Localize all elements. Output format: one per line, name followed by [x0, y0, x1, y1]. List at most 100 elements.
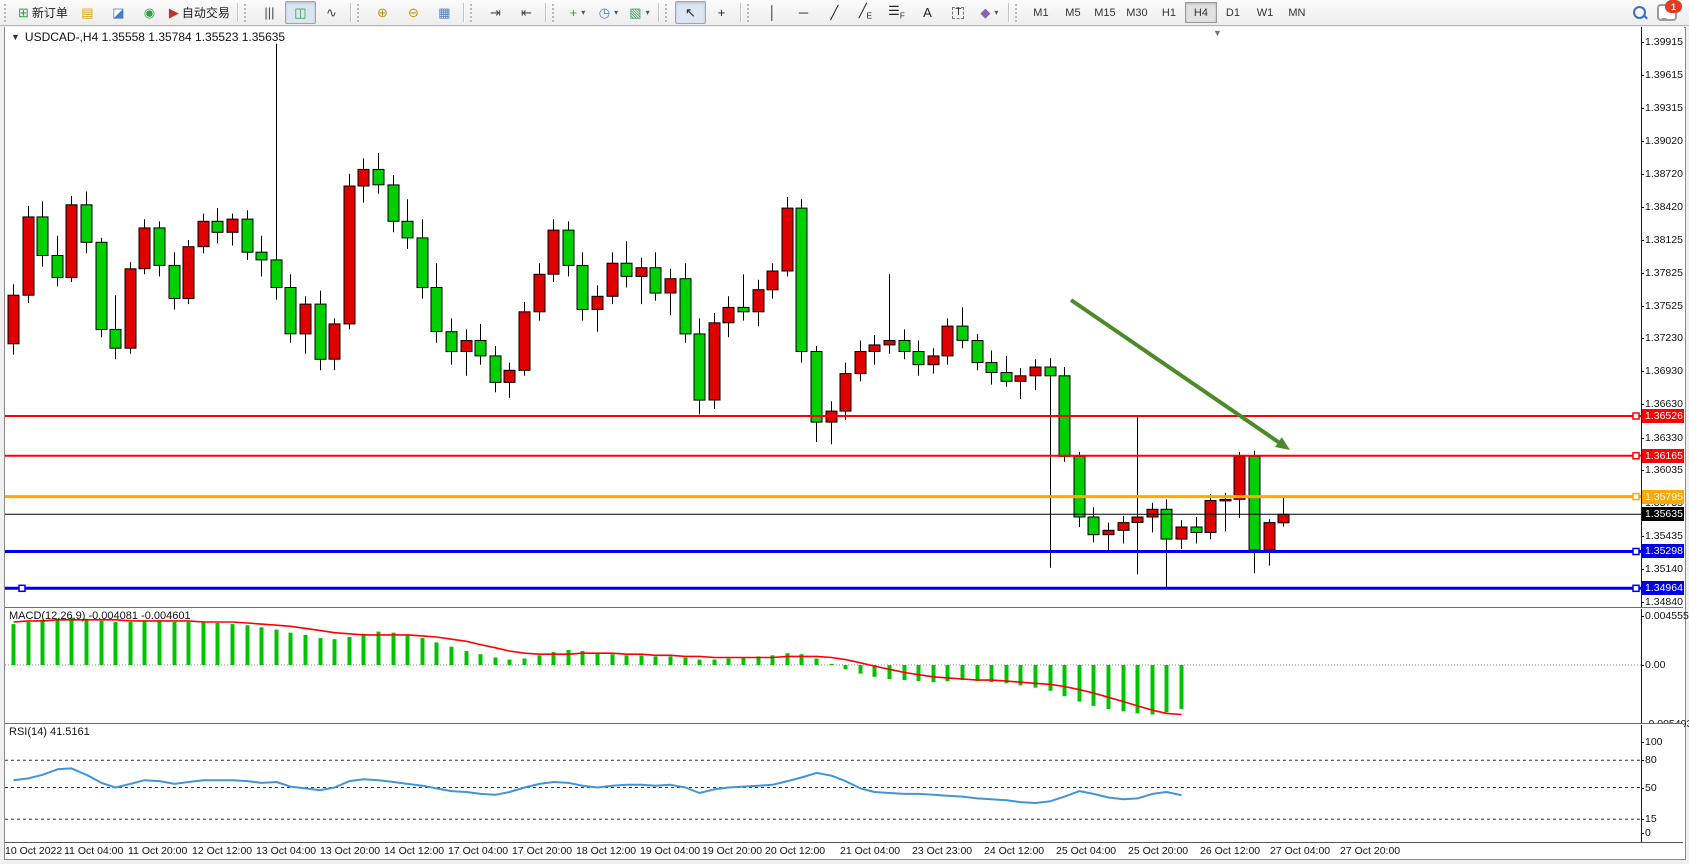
timeframe-w1[interactable]: W1	[1256, 6, 1274, 19]
candle	[708, 312, 721, 409]
new-order-button[interactable]: ⊞ 新订单	[14, 1, 72, 24]
price-axis[interactable]: 1.39915 1.39615 1.39315 1.39020 1.38720 1.384…	[1641, 27, 1684, 608]
text-button[interactable]: A	[912, 1, 943, 24]
tile-windows-button[interactable]: ▦	[429, 1, 460, 24]
timeframe-m15[interactable]: M15	[1094, 6, 1116, 19]
price-line-label: 1.34964	[1642, 581, 1684, 596]
price-line-label: 1.35795	[1642, 489, 1684, 504]
candle	[883, 274, 896, 354]
chevron-down-icon[interactable]: ▾	[581, 8, 586, 17]
timeframe-m30[interactable]: M30	[1126, 6, 1148, 19]
timeframe-m5[interactable]: M5	[1065, 6, 1081, 19]
line-chart-icon: ∿	[325, 5, 337, 20]
data-window-button[interactable]: ◪	[103, 1, 134, 24]
new-order-icon: ⊞	[18, 5, 29, 20]
toolbar-separator	[1007, 3, 1010, 22]
line-handle[interactable]	[18, 584, 26, 593]
chart-shift-button[interactable]: ⇤	[511, 1, 542, 24]
time-axis[interactable]: 10 Oct 2022 11 Oct 04:00 11 Oct 20:00 12 Oc…	[5, 843, 1683, 858]
line-handle[interactable]	[1632, 492, 1640, 501]
candle	[1248, 450, 1261, 574]
bar-chart-button[interactable]: |||	[254, 1, 285, 24]
candle	[985, 350, 998, 385]
templates-button[interactable]: ▧ ▾	[624, 1, 655, 24]
line-handle[interactable]	[1632, 547, 1640, 556]
candle	[182, 240, 195, 305]
rsi-tick: 100	[1641, 736, 1663, 748]
chevron-down-icon[interactable]: ▾	[994, 8, 999, 17]
zoom-out-button[interactable]: ⊖	[398, 1, 429, 24]
horizontal-line-1.35298[interactable]	[5, 547, 1641, 556]
horizontal-line-1.35795[interactable]	[5, 492, 1641, 501]
cursor-button[interactable]: ↖	[674, 1, 706, 24]
time-label: 13 Oct 20:00	[320, 845, 381, 857]
rsi-panel[interactable]: 100 80 50 15 0 RSI(14) 41.5161	[5, 725, 1684, 843]
price-tick: 1.39915	[1641, 36, 1683, 48]
autotrading-button[interactable]: ▶ 自动交易	[165, 1, 234, 24]
trend-arrow[interactable]	[1069, 298, 1290, 450]
fibonacci-button[interactable]: ☰F	[881, 1, 912, 24]
price-tick: 1.36035	[1641, 464, 1683, 477]
notifications-button[interactable]: 1	[1657, 0, 1682, 21]
horizontal-line-button[interactable]: ─	[788, 1, 819, 24]
toolbar-separator	[657, 3, 660, 22]
candle	[357, 158, 370, 203]
time-label: 27 Oct 04:00	[1270, 845, 1331, 857]
timeframe-d1[interactable]: D1	[1225, 6, 1240, 19]
clock-icon: ◷	[598, 5, 611, 20]
candle	[489, 346, 502, 393]
zoom-in-button[interactable]: ⊕	[367, 1, 398, 24]
text-label-button[interactable]: T	[943, 1, 974, 24]
arrows-button[interactable]: ◆ ▾	[974, 1, 1005, 24]
line-handle[interactable]	[1632, 584, 1640, 593]
trendline-button[interactable]: ╱	[819, 1, 850, 24]
timeframe-h1[interactable]: H1	[1161, 6, 1176, 19]
candlestick-chart-button[interactable]: ◫	[284, 1, 316, 24]
candle	[766, 263, 779, 299]
zoom-group: ⊕ ⊖ ▦	[367, 1, 460, 24]
candle	[460, 329, 473, 376]
market-watch-button[interactable]: ▤	[72, 1, 103, 24]
toolbar-separator	[739, 3, 742, 22]
candle	[22, 205, 35, 303]
auto-scroll-button[interactable]: ⇥	[480, 1, 511, 24]
chart-shift-marker-icon[interactable]: ▼	[1213, 28, 1222, 38]
crosshair-button[interactable]: +	[706, 1, 737, 24]
line-chart-button[interactable]: ∿	[316, 1, 347, 24]
time-label: 25 Oct 20:00	[1128, 845, 1189, 857]
price-chart-panel[interactable]: 1.39915 1.39615 1.39315 1.39020 1.38720 1.384…	[5, 27, 1684, 608]
search-button[interactable]	[1633, 5, 1648, 20]
timeframe-m1[interactable]: M1	[1033, 6, 1049, 19]
price-line-label: 1.35298	[1642, 544, 1684, 559]
candle	[781, 197, 794, 277]
horizontal-line-1.36165[interactable]	[5, 452, 1641, 460]
horizontal-line-1.36526[interactable]	[5, 412, 1641, 420]
candle	[562, 221, 575, 277]
timeframe-group: M1 M5 M15 M30 H1 H4 D1 W1 MN	[1025, 2, 1313, 23]
chevron-down-icon[interactable]: ▾	[614, 8, 619, 17]
chart-menu-icon[interactable]: ▼	[11, 32, 20, 42]
line-handle[interactable]	[1632, 412, 1640, 420]
candle	[1102, 522, 1115, 551]
time-label: 11 Oct 04:00	[64, 845, 124, 857]
candlestick-chart[interactable]	[5, 27, 1641, 607]
toolbar-separator	[349, 3, 352, 22]
indicators-button[interactable]: + ▾	[562, 1, 593, 24]
timeframe-h4[interactable]: H4	[1184, 2, 1217, 23]
toolbar-separator	[544, 3, 547, 22]
navigator-button[interactable]: ◉	[134, 1, 165, 24]
toolbar-grip	[356, 3, 364, 22]
timeframe-mn[interactable]: MN	[1288, 6, 1306, 19]
periods-button[interactable]: ◷ ▾	[593, 1, 624, 24]
vertical-line-button[interactable]: │	[757, 1, 788, 24]
horizontal-line-1.34964[interactable]	[5, 584, 1641, 593]
line-handle[interactable]	[1632, 452, 1640, 460]
equidistant-channel-button[interactable]: ╱E	[850, 1, 881, 24]
chevron-down-icon[interactable]: ▾	[645, 8, 650, 17]
data-window-icon: ◪	[112, 5, 125, 20]
crosshair-icon: +	[717, 5, 726, 20]
candle	[898, 329, 911, 360]
chat-icon: 1	[1657, 0, 1682, 21]
